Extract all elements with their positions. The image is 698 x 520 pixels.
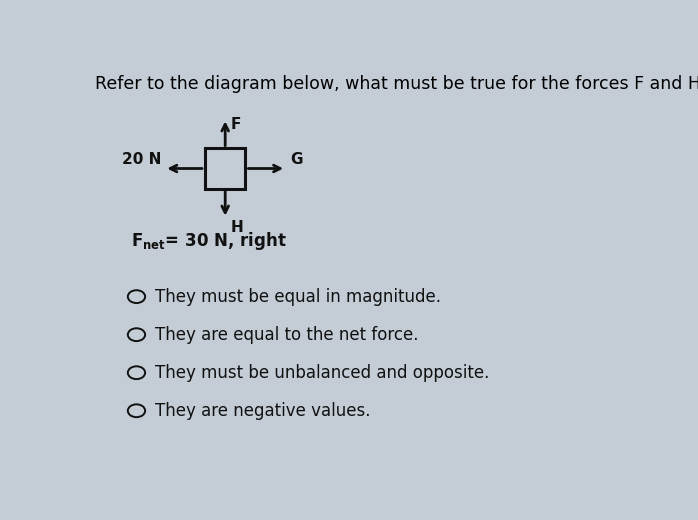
Text: F: F bbox=[230, 117, 241, 132]
Text: They are negative values.: They are negative values. bbox=[155, 402, 371, 420]
Text: H: H bbox=[230, 220, 244, 235]
Text: G: G bbox=[290, 152, 303, 167]
Text: 20 N: 20 N bbox=[121, 152, 161, 167]
Text: $\mathbf{F_{net}}$= 30 N, right: $\mathbf{F_{net}}$= 30 N, right bbox=[131, 229, 286, 252]
Text: They are equal to the net force.: They are equal to the net force. bbox=[155, 326, 418, 344]
Bar bbox=[205, 149, 246, 189]
Text: Refer to the diagram below, what must be true for the forces F and H?: Refer to the diagram below, what must be… bbox=[96, 75, 698, 93]
Text: They must be unbalanced and opposite.: They must be unbalanced and opposite. bbox=[155, 363, 489, 382]
Text: They must be equal in magnitude.: They must be equal in magnitude. bbox=[155, 288, 441, 306]
